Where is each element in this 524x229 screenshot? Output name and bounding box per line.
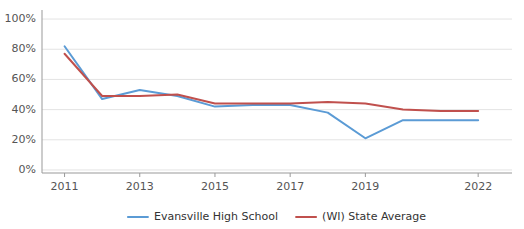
chart: 0% 20% 40% 60% 80% 100% 2011 2013 2015 2017 2019 20… (0, 0, 524, 229)
series-line (65, 54, 479, 111)
x-tick-label: 2015 (201, 180, 229, 193)
x-tick (478, 173, 479, 177)
x-axis-line (42, 173, 512, 174)
x-tick (365, 173, 366, 177)
x-tick-label: 2022 (464, 180, 492, 193)
y-tick-label: 80% (12, 42, 36, 55)
y-tick-label: 100% (5, 12, 36, 25)
y-grid (42, 19, 512, 170)
plot-area (65, 46, 479, 138)
x-tick-label: 2011 (51, 180, 79, 193)
grid-line (42, 19, 512, 20)
x-tick-label: 2013 (126, 180, 154, 193)
legend-label: Evansville High School (154, 210, 278, 223)
y-tick-label: 40% (12, 103, 36, 116)
grid-line (42, 79, 512, 80)
x-tick (214, 173, 215, 177)
x-tick-label: 2017 (276, 180, 304, 193)
grid-line (42, 109, 512, 110)
x-tick-label: 2019 (351, 180, 379, 193)
grid-line (42, 49, 512, 50)
y-tick-label: 20% (12, 133, 36, 146)
legend-item: Evansville High School (128, 210, 278, 223)
y-tick-label: 60% (12, 72, 36, 85)
legend: Evansville High School (WI) State Average (128, 210, 426, 223)
x-tick (290, 173, 291, 177)
x-tick (139, 173, 140, 177)
legend-swatch (128, 216, 148, 218)
grid-line (42, 169, 512, 170)
legend-item: (WI) State Average (296, 210, 426, 223)
legend-swatch (296, 216, 316, 218)
y-axis-line (42, 10, 43, 173)
series-line (65, 46, 479, 138)
y-tick-label: 0% (19, 163, 36, 176)
legend-label: (WI) State Average (322, 210, 426, 223)
x-tick (64, 173, 65, 177)
grid-line (42, 139, 512, 140)
